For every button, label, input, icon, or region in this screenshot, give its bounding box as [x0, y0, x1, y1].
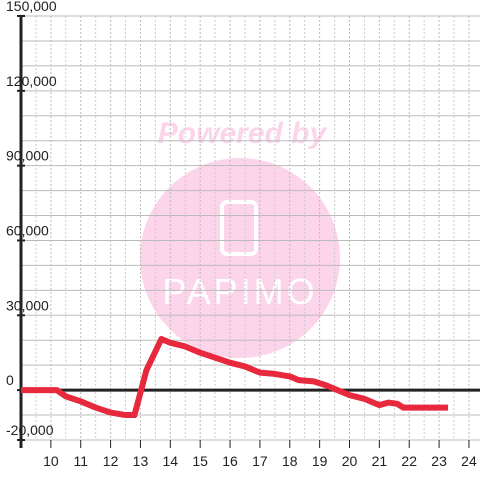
- y-tick-label: 90,000: [6, 148, 49, 164]
- y-tick-label: -20,000: [6, 422, 54, 438]
- y-tick-label: 0: [6, 372, 14, 388]
- x-tick-label: 20: [342, 453, 358, 469]
- x-tick-label: 12: [103, 453, 119, 469]
- data-line: [21, 335, 449, 419]
- y-tick-label: 30,000: [6, 297, 49, 313]
- x-tick-label: 16: [222, 453, 238, 469]
- x-tick-label: 17: [252, 453, 268, 469]
- watermark-icon: [220, 200, 258, 256]
- x-tick-label: 18: [282, 453, 298, 469]
- x-tick-label: 19: [312, 453, 328, 469]
- x-tick-label: 21: [372, 453, 388, 469]
- watermark-text: Powered by: [158, 117, 328, 150]
- x-tick-label: 13: [133, 453, 149, 469]
- y-tick-label: 150,000: [6, 0, 57, 14]
- x-tick-label: 24: [461, 453, 477, 469]
- y-tick-label: 60,000: [6, 222, 49, 238]
- x-tick-label: 15: [192, 453, 208, 469]
- x-tick-label: 23: [431, 453, 447, 469]
- x-tick-label: 22: [401, 453, 417, 469]
- x-tick-label: 11: [73, 453, 88, 469]
- x-tick-label: 14: [163, 453, 179, 469]
- x-tick-label: 10: [43, 453, 59, 469]
- y-tick-label: 120,000: [6, 73, 57, 89]
